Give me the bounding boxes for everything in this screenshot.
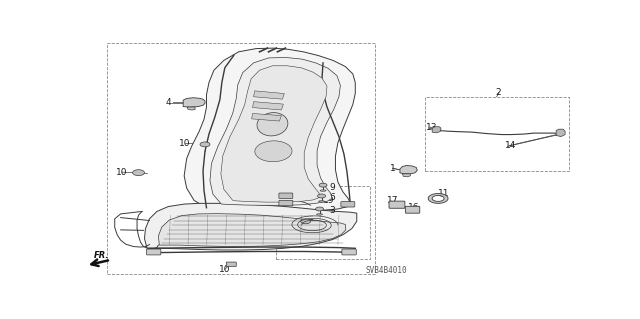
Circle shape: [200, 142, 210, 147]
Polygon shape: [221, 66, 327, 202]
Text: 4: 4: [165, 98, 171, 107]
Ellipse shape: [255, 141, 292, 162]
FancyBboxPatch shape: [279, 193, 292, 198]
Text: 17: 17: [387, 197, 398, 205]
Polygon shape: [556, 129, 565, 137]
Circle shape: [316, 207, 324, 211]
FancyBboxPatch shape: [389, 201, 405, 208]
Text: 6: 6: [330, 193, 335, 202]
Text: 10: 10: [304, 219, 316, 228]
FancyBboxPatch shape: [279, 200, 292, 206]
Polygon shape: [252, 114, 282, 121]
Text: 10: 10: [179, 139, 191, 148]
Text: 15: 15: [163, 226, 175, 235]
Text: 19: 19: [323, 197, 335, 205]
Text: 5: 5: [297, 111, 303, 120]
FancyBboxPatch shape: [405, 206, 420, 213]
Text: 2: 2: [495, 88, 501, 97]
Polygon shape: [158, 214, 346, 247]
FancyBboxPatch shape: [227, 262, 236, 266]
Text: 11: 11: [438, 189, 450, 198]
Text: SVB4B4010: SVB4B4010: [365, 266, 407, 275]
Text: 10: 10: [219, 265, 230, 274]
Polygon shape: [183, 98, 205, 107]
Polygon shape: [432, 127, 441, 133]
Text: 9: 9: [330, 183, 335, 192]
Circle shape: [319, 183, 327, 187]
Ellipse shape: [320, 190, 326, 191]
FancyBboxPatch shape: [341, 202, 355, 207]
Text: 10: 10: [116, 168, 127, 177]
Polygon shape: [403, 174, 410, 177]
Text: 14: 14: [505, 141, 516, 150]
Text: 16: 16: [408, 203, 420, 212]
Ellipse shape: [257, 113, 288, 136]
Circle shape: [301, 219, 310, 224]
Polygon shape: [145, 203, 356, 250]
FancyBboxPatch shape: [147, 249, 161, 255]
Text: 3: 3: [330, 206, 335, 215]
Text: 13: 13: [426, 123, 438, 132]
Text: 13: 13: [277, 187, 289, 196]
Ellipse shape: [317, 214, 323, 215]
Text: 18: 18: [270, 236, 282, 245]
Polygon shape: [400, 166, 417, 174]
Circle shape: [317, 194, 326, 198]
Ellipse shape: [319, 201, 324, 202]
Polygon shape: [187, 107, 195, 110]
Polygon shape: [253, 91, 284, 99]
FancyBboxPatch shape: [342, 249, 356, 255]
Text: 1: 1: [390, 164, 396, 173]
Circle shape: [132, 170, 145, 175]
Polygon shape: [210, 57, 340, 205]
Polygon shape: [253, 102, 284, 110]
Text: FR.: FR.: [94, 251, 109, 260]
Polygon shape: [184, 48, 355, 211]
